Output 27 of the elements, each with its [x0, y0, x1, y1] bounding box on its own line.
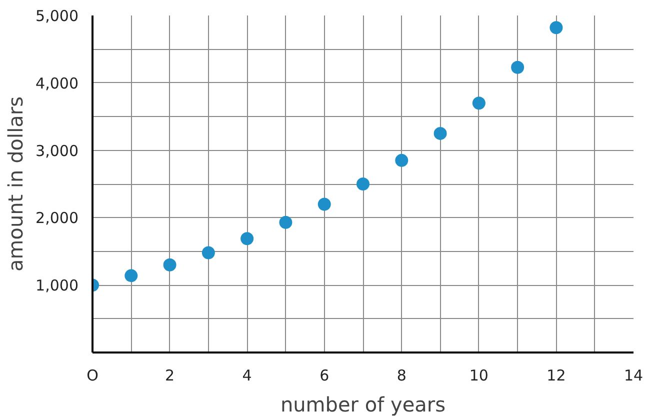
x-tick-label: 14 [624, 366, 644, 384]
y-tick-label: 2,000 [36, 209, 79, 228]
x-tick-label: O [86, 366, 98, 384]
x-tick-label: 12 [546, 366, 566, 384]
point [434, 126, 447, 140]
point [318, 198, 331, 211]
point [472, 96, 486, 110]
point [511, 60, 524, 74]
x-axis-title: number of years [280, 392, 446, 416]
point [163, 258, 176, 272]
point [550, 21, 563, 34]
point [124, 269, 138, 282]
x-tick-label: 4 [242, 366, 252, 384]
point [279, 216, 292, 229]
point [240, 232, 254, 246]
y-tick-label: 1,000 [36, 276, 79, 295]
y-tick-label: 4,000 [36, 74, 79, 92]
x-tick-label: 8 [396, 366, 406, 384]
point [356, 178, 370, 190]
x-tick-label: 10 [469, 366, 488, 384]
y-tick-label: 5,000 [36, 7, 79, 25]
x-tick-label: 2 [165, 366, 175, 384]
y-axis-title: amount in dollars [4, 96, 28, 272]
point [202, 246, 215, 260]
x-tick-label: 6 [320, 366, 330, 384]
point [395, 154, 408, 167]
y-tick-label: 3,000 [36, 142, 79, 160]
